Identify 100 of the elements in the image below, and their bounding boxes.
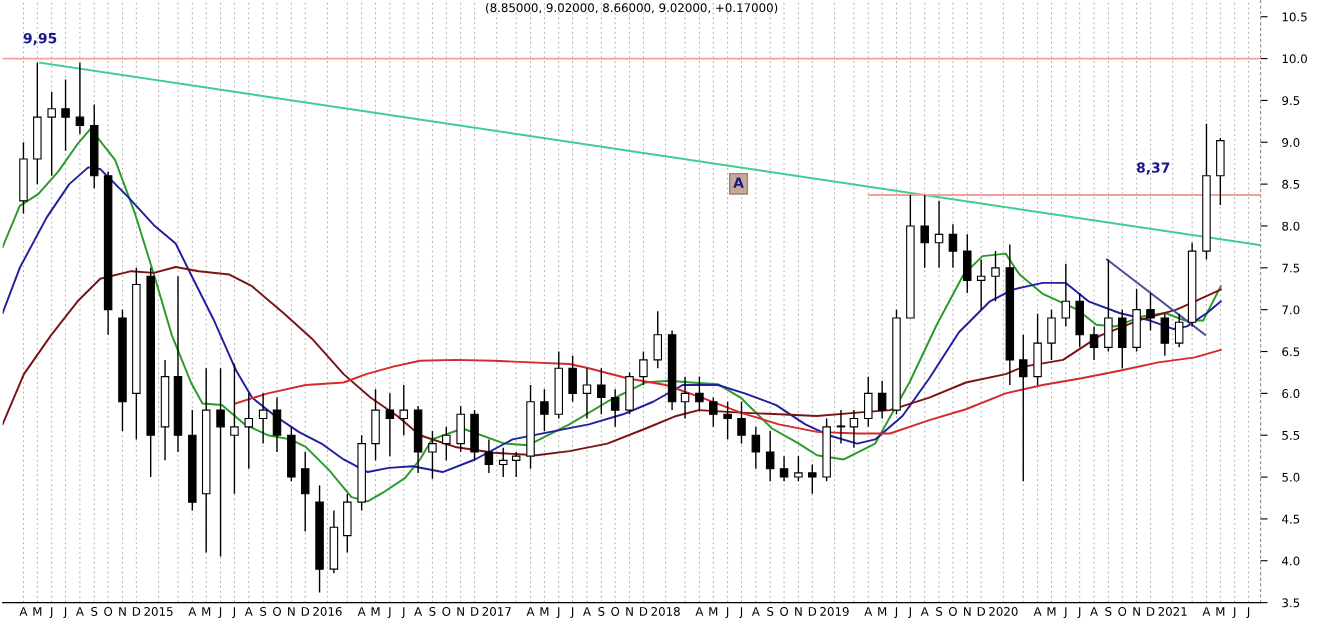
x-tick-label: A [751, 607, 760, 616]
x-tick-label: A [188, 607, 197, 616]
x-tick-label: M [202, 607, 211, 616]
y-tick-label: 10.5 [1282, 12, 1307, 22]
annotation: 8,37 [1136, 162, 1170, 175]
x-tick-label: M [33, 607, 42, 616]
x-tick-label: A [695, 607, 704, 616]
x-tick-label: J [894, 607, 898, 619]
candlestick [751, 426, 761, 470]
x-tick-label: J [387, 607, 391, 619]
candlestick [709, 396, 718, 428]
candlestick [442, 426, 451, 462]
y-tick-label: 5.0 [1282, 472, 1300, 482]
candlestick [991, 250, 1000, 302]
candlestick [639, 350, 648, 386]
x-tick-label: N [457, 607, 464, 616]
x-tick-label: 2018 [651, 606, 680, 616]
candlestick [610, 388, 620, 428]
candlestick [582, 367, 592, 420]
x-tick-label: S [91, 606, 98, 616]
candlestick [737, 401, 746, 445]
x-tick-label: J [556, 607, 560, 619]
candlestick [1061, 262, 1071, 328]
x-tick-label: J [232, 607, 236, 619]
x-tick-label: J [725, 607, 729, 619]
y-tick-label: 9.5 [1282, 96, 1300, 106]
x-tick-label: 2015 [144, 606, 173, 616]
annotation: 9,95 [23, 32, 57, 46]
y-tick-label: 8.5 [1282, 179, 1300, 189]
candlestick [244, 392, 254, 470]
x-tick-label: A [75, 607, 84, 616]
x-tick-label: S [767, 606, 774, 616]
candlestick [808, 463, 817, 495]
candlestick [399, 384, 409, 436]
x-tick-label: N [288, 607, 295, 616]
x-tick-label: O [104, 606, 113, 616]
candlestick [428, 430, 437, 480]
line-series [234, 348, 1222, 435]
x-tick-label: 2016 [313, 606, 342, 616]
x-tick-label: J [739, 607, 743, 619]
x-tick-label: A [1033, 607, 1042, 616]
x-tick-label: J [1077, 607, 1081, 619]
x-tick-label: J [401, 607, 405, 619]
candlestick [597, 367, 606, 415]
x-tick-label: M [371, 607, 380, 616]
y-tick-label: 3.5 [1282, 598, 1300, 608]
x-tick-label: M [878, 607, 887, 616]
x-tick-label: J [908, 607, 911, 619]
candlestick [779, 455, 789, 482]
x-tick-label: O [273, 606, 281, 616]
x-tick-label: N [964, 607, 971, 616]
x-tick-label: J [49, 607, 53, 619]
candlestick [216, 367, 225, 558]
x-tick-label: A [1090, 607, 1098, 616]
x-tick-label: A [357, 607, 366, 616]
x-tick-label: 2017 [482, 606, 511, 616]
candlestick [877, 380, 887, 420]
x-tick-label: A [526, 607, 535, 616]
candlestick [1089, 325, 1099, 361]
x-tick-label: 2021 [1158, 606, 1187, 616]
candlestick [849, 409, 859, 449]
line-series [2, 127, 1222, 503]
candlestick [794, 455, 803, 482]
candlestick [948, 223, 958, 269]
x-tick-label: O [442, 606, 451, 616]
x-tick-label: A [19, 607, 28, 616]
candlestick [230, 363, 239, 495]
x-tick-label: D [977, 607, 985, 616]
x-tick-label: O [948, 606, 957, 616]
candlestick [836, 409, 846, 445]
x-tick-label: A [920, 607, 929, 616]
x-tick-label: A [244, 607, 253, 616]
y-tick-label: 6.5 [1282, 347, 1300, 357]
x-tick-label: J [63, 607, 67, 619]
x-tick-label: A [583, 607, 591, 616]
x-tick-label: S [936, 606, 943, 616]
annotation: A [733, 177, 744, 188]
candlestick [1174, 313, 1184, 349]
candlestick [765, 430, 775, 482]
x-tick-label: N [795, 607, 802, 616]
x-tick-label: S [429, 606, 436, 616]
x-tick-label: D [1147, 607, 1155, 616]
x-tick-label: S [260, 606, 267, 616]
candlestick [511, 451, 521, 478]
candlestick [498, 447, 508, 478]
x-tick-label: J [1063, 607, 1067, 619]
candlestick [47, 91, 56, 177]
x-tick-label: J [218, 607, 222, 619]
y-tick-label: 7.5 [1282, 263, 1300, 273]
x-tick-label: A [864, 607, 873, 616]
candlestick [723, 401, 732, 441]
y-tick-label: 5.5 [1282, 431, 1300, 440]
chart-title: (8.85000, 9.02000, 8.66000, 9.02000, +0.17000) [486, 3, 778, 14]
x-tick-label: D [640, 607, 648, 616]
y-tick-label: 4.5 [1282, 514, 1300, 524]
x-tick-label: J [1232, 607, 1236, 619]
candlestick [258, 392, 268, 445]
x-tick-label: N [626, 607, 633, 616]
x-tick-label: J [570, 607, 574, 619]
candlestick [695, 375, 704, 411]
